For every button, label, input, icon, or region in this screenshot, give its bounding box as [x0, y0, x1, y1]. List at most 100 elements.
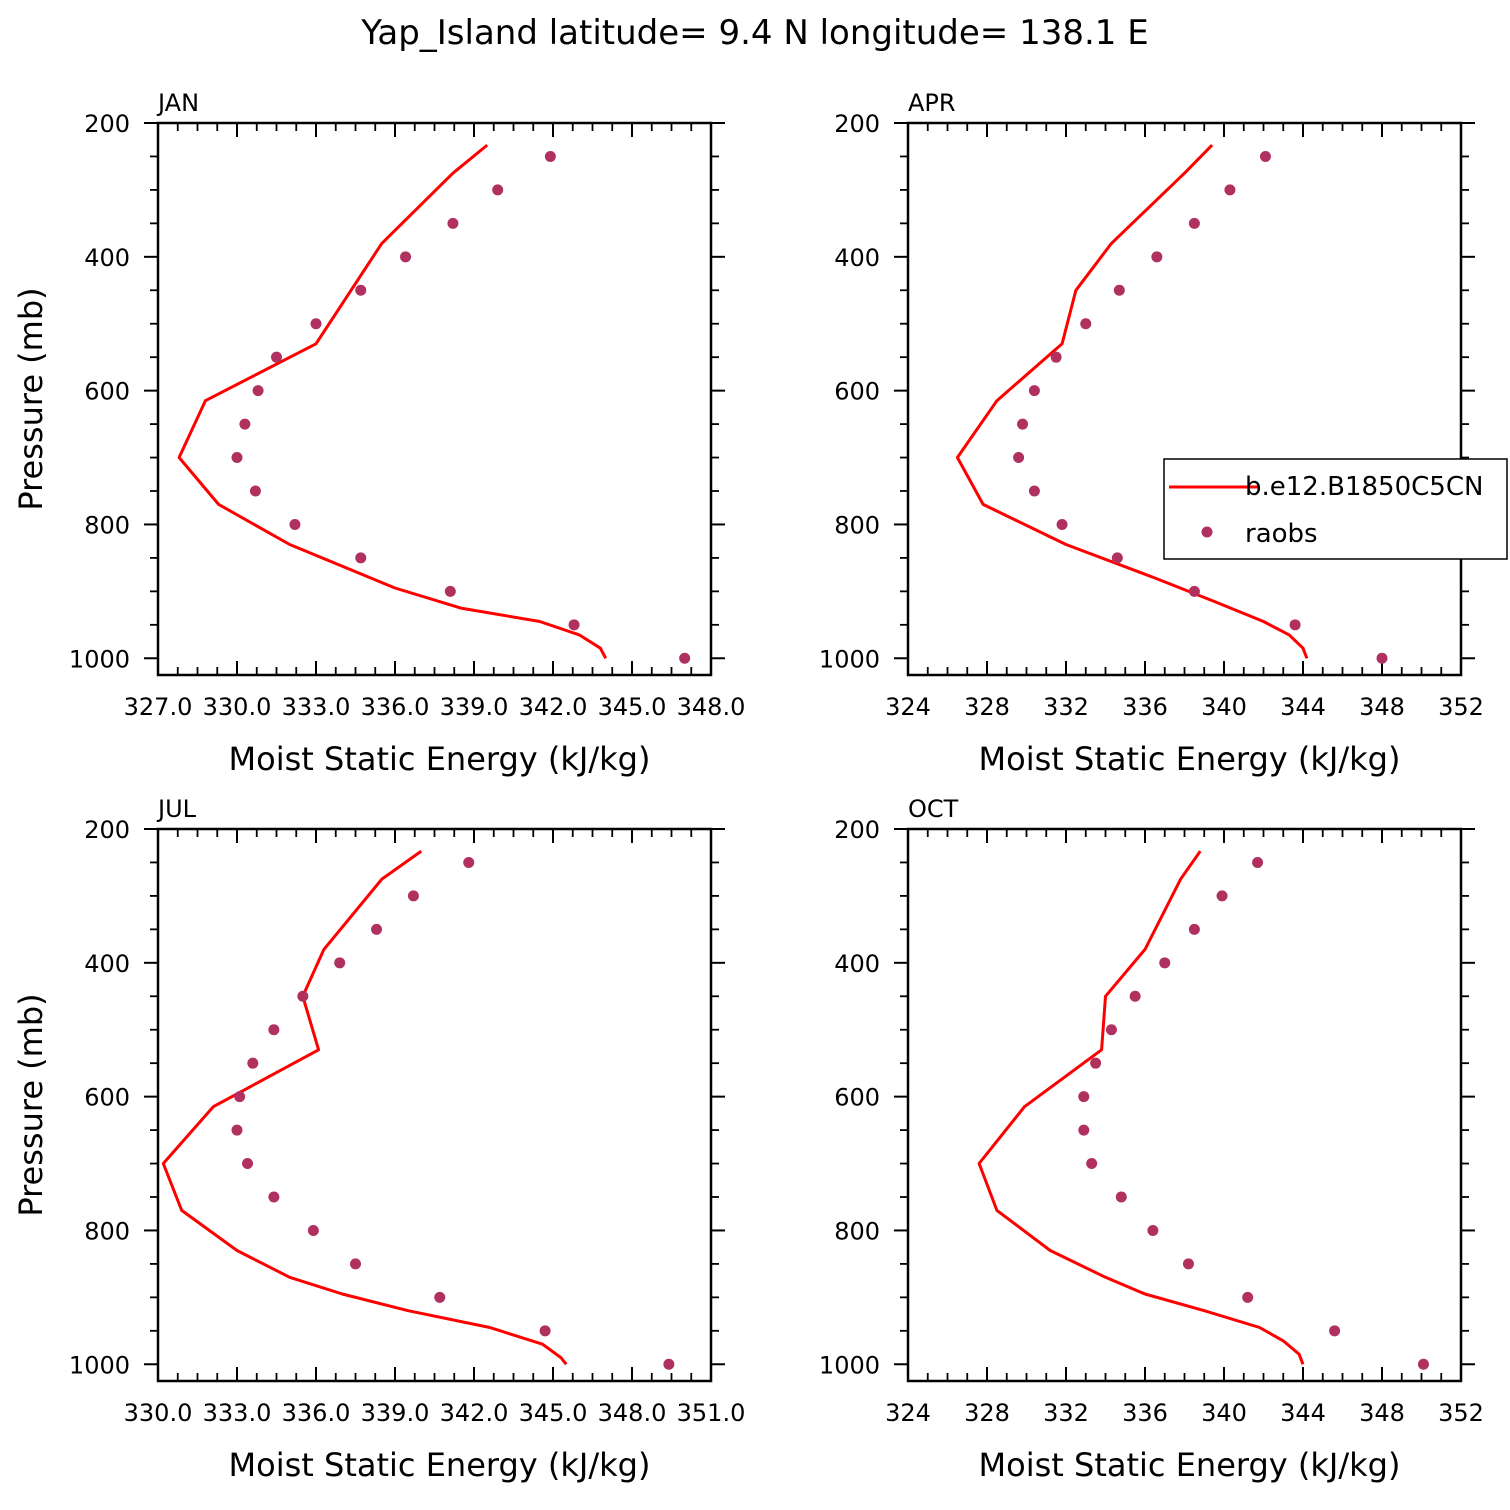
x-tick-label: 333.0	[203, 1399, 272, 1427]
legend-marker-swatch	[1201, 526, 1213, 538]
y-tick-label: 600	[84, 1084, 130, 1112]
raobs-point	[1129, 990, 1141, 1002]
x-tick-label: 340	[1201, 1399, 1247, 1427]
x-tick-label: 348.0	[598, 1399, 667, 1427]
raobs-point	[463, 856, 475, 868]
raobs-point	[249, 485, 261, 497]
x-axis-label: Moist Static Energy (kJ/kg)	[229, 1446, 651, 1484]
raobs-point	[1289, 619, 1301, 631]
y-tick-label: 200	[834, 110, 880, 138]
y-tick-label: 800	[84, 1217, 130, 1245]
raobs-point	[1242, 1291, 1254, 1303]
raobs-point	[434, 1291, 446, 1303]
y-tick-label: 200	[84, 110, 130, 138]
raobs-point	[1078, 1124, 1090, 1136]
figure-title: Yap_Island latitude= 9.4 N longitude= 13…	[360, 13, 1148, 53]
x-tick-label: 328	[964, 693, 1010, 721]
x-tick-label: 336.0	[282, 1399, 351, 1427]
y-tick-label: 200	[834, 816, 880, 844]
raobs-point	[544, 150, 556, 162]
raobs-point	[1216, 890, 1228, 902]
raobs-point	[568, 619, 580, 631]
y-tick-label: 800	[834, 511, 880, 539]
x-tick-label: 332	[1043, 693, 1089, 721]
x-tick-label: 327.0	[124, 693, 193, 721]
raobs-point	[1188, 585, 1200, 597]
raobs-point	[1182, 1258, 1194, 1270]
x-tick-label: 330.0	[203, 693, 272, 721]
y-tick-label: 600	[834, 1084, 880, 1112]
raobs-point	[234, 1091, 246, 1103]
raobs-points	[231, 856, 675, 1370]
raobs-point	[289, 518, 301, 530]
raobs-point	[1115, 1191, 1127, 1203]
raobs-point	[231, 1124, 243, 1136]
raobs-point	[1090, 1057, 1102, 1069]
y-tick-label: 400	[834, 244, 880, 272]
raobs-point	[1224, 184, 1236, 196]
x-tick-label: 332	[1043, 1399, 1089, 1427]
raobs-point	[1078, 1091, 1090, 1103]
legend-label-model: b.e12.B1850C5CN	[1245, 472, 1483, 502]
raobs-point	[1086, 1158, 1098, 1170]
x-tick-label: 348	[1359, 1399, 1405, 1427]
raobs-point	[492, 184, 504, 196]
x-tick-label: 336	[1122, 693, 1168, 721]
y-tick-label: 400	[84, 950, 130, 978]
x-axis-label: Moist Static Energy (kJ/kg)	[979, 740, 1401, 778]
y-axis-label: Pressure (mb)	[12, 993, 50, 1216]
raobs-point	[663, 1358, 675, 1370]
x-tick-label: 344	[1280, 693, 1326, 721]
legend-box	[1163, 458, 1508, 560]
raobs-point	[1080, 318, 1092, 330]
raobs-point	[539, 1325, 551, 1337]
x-tick-label: 342.0	[519, 693, 588, 721]
x-tick-label: 333.0	[282, 693, 351, 721]
raobs-point	[444, 585, 456, 597]
x-tick-label: 342.0	[440, 1399, 509, 1427]
model-line-series	[161, 849, 568, 1366]
chart-panel-jan: JAN 327.0 330.0 333.0 336.0 339.0 342.0 345.0 34…	[12, 89, 745, 778]
x-tick-label: 344	[1280, 1399, 1326, 1427]
raobs-point	[350, 1258, 361, 1270]
x-tick-label: 328	[964, 1399, 1010, 1427]
raobs-point	[239, 418, 251, 430]
y-tick-label: 400	[834, 950, 880, 978]
raobs-point	[1013, 452, 1025, 464]
panel-label: JUL	[156, 795, 197, 823]
raobs-point	[1050, 351, 1062, 363]
raobs-point	[247, 1057, 259, 1069]
raobs-point	[252, 385, 264, 397]
raobs-point	[1147, 1224, 1159, 1236]
raobs-point	[1252, 856, 1264, 868]
x-tick-label: 348	[1359, 693, 1405, 721]
raobs-point	[355, 552, 367, 564]
raobs-point	[310, 318, 322, 330]
raobs-point	[1259, 150, 1271, 162]
chart-panel-oct: OCT 324 328 332 336 340 344 348 352 200 400 600 800 1…	[819, 795, 1484, 1484]
x-tick-label: 330.0	[124, 1399, 193, 1427]
y-tick-label: 600	[84, 378, 130, 406]
raobs-point	[400, 251, 412, 263]
raobs-point	[1017, 418, 1029, 430]
raobs-point	[242, 1158, 254, 1170]
raobs-points	[231, 150, 691, 664]
model-line-series	[977, 850, 1305, 1365]
y-axis-label: Pressure (mb)	[12, 287, 50, 510]
raobs-points	[1078, 856, 1429, 1370]
raobs-point	[268, 1024, 280, 1036]
x-tick-label: 340	[1201, 693, 1247, 721]
y-tick-label: 1000	[69, 1351, 130, 1379]
raobs-point	[1111, 552, 1123, 564]
raobs-point	[231, 452, 243, 464]
raobs-point	[1105, 1024, 1117, 1036]
y-tick-label: 1000	[819, 1351, 880, 1379]
x-tick-label: 348.0	[677, 693, 746, 721]
raobs-point	[271, 351, 282, 363]
y-tick-label: 400	[84, 244, 130, 272]
x-tick-label: 352	[1438, 1399, 1484, 1427]
raobs-point	[1028, 385, 1040, 397]
raobs-point	[1417, 1358, 1429, 1370]
raobs-point	[1159, 957, 1171, 969]
